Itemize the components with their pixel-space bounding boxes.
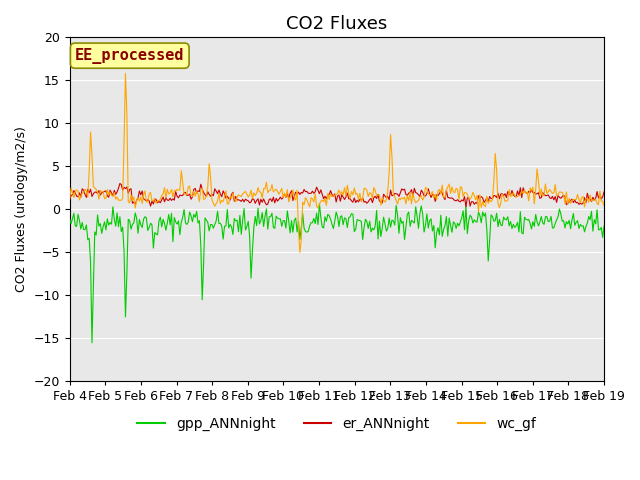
Legend: gpp_ANNnight, er_ANNnight, wc_gf: gpp_ANNnight, er_ANNnight, wc_gf xyxy=(132,411,542,436)
Y-axis label: CO2 Fluxes (urology/m2/s): CO2 Fluxes (urology/m2/s) xyxy=(15,126,28,292)
Title: CO2 Fluxes: CO2 Fluxes xyxy=(286,15,387,33)
Text: EE_processed: EE_processed xyxy=(75,48,184,64)
